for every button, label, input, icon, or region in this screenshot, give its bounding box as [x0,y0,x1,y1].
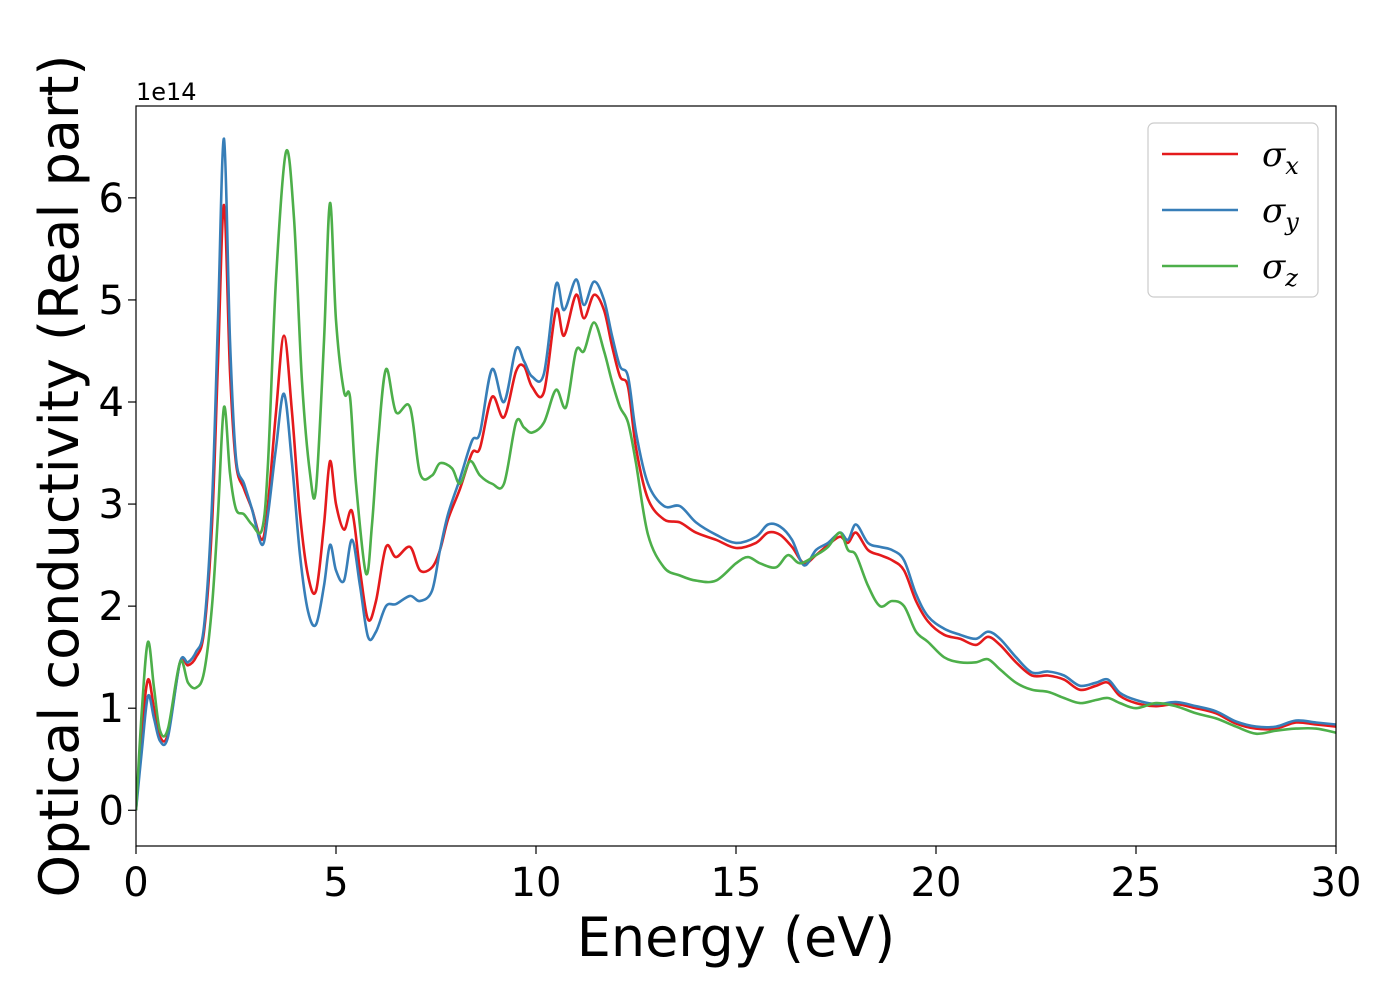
x-tick-label: 25 [1111,860,1162,906]
y-tick-label: 4 [99,380,124,426]
x-axis-label: Energy (eV) [577,906,896,969]
legend-subscript: y [1284,208,1299,236]
y-tick-label: 0 [99,788,124,834]
x-axis: 0 5 10 15 20 25 30 [123,846,1361,906]
y-axis-offset-label: 1e14 [136,78,197,106]
x-tick-label: 20 [911,860,962,906]
series-line-sigma-y [136,137,1336,811]
y-tick-label: 3 [99,482,124,528]
y-tick-label: 1 [99,686,124,732]
x-tick-label: 5 [323,860,348,906]
legend-subscript: x [1285,152,1299,180]
series-line-sigma-z [136,148,1336,811]
y-axis: 0 1 2 3 4 5 6 [99,176,136,834]
legend-subscript: z [1284,264,1298,292]
legend-label-sigma-z: σz [1262,247,1298,292]
y-axis-label: Optical conductivity (Real part) [28,55,91,898]
x-tick-label: 15 [711,860,762,906]
x-tick-label: 10 [511,860,562,906]
x-tick-label: 0 [123,860,148,906]
series-layer [136,137,1336,811]
y-tick-label: 2 [99,584,124,630]
y-tick-label: 5 [99,278,124,324]
x-tick-label: 30 [1311,860,1362,906]
y-tick-label: 6 [99,176,124,222]
